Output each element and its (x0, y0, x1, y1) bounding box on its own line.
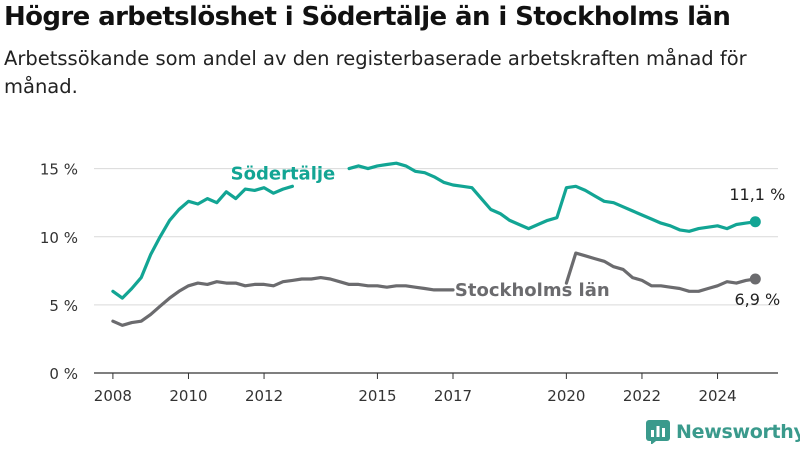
x-tick-label: 2015 (358, 387, 396, 405)
series-line-stockholms-l-n (564, 251, 757, 293)
x-tick-label: 2012 (245, 387, 283, 405)
x-tick-label: 2008 (94, 387, 132, 405)
x-tick-label: 2024 (698, 387, 736, 405)
y-tick-label: 0 % (49, 365, 78, 383)
end-value-label: 6,9 % (734, 290, 780, 309)
series-endpoint-stockholms-l-n (749, 273, 761, 285)
brand-name: Newsworthy (676, 421, 800, 443)
series-line-s-dert-lje (347, 161, 757, 233)
series-line-s-dert-lje (111, 184, 294, 300)
x-tick-label: 2010 (169, 387, 207, 405)
newsworthy-brand: Newsworthy (646, 420, 800, 444)
x-tick-label: 2017 (434, 387, 472, 405)
series-name-label: Södertälje (231, 164, 336, 185)
newsworthy-logo-icon (646, 420, 670, 444)
x-tick-label: 2022 (623, 387, 661, 405)
end-value-label: 11,1 % (729, 185, 785, 204)
y-tick-label: 5 % (49, 297, 78, 315)
y-tick-label: 15 % (40, 161, 78, 179)
chart-subtitle: Arbetssökande som andel av den registerb… (4, 47, 747, 98)
series-lines (111, 161, 761, 327)
axes: 0 % 5 % 10 % 15 % 2008 2010 2012 2015 2017 2020 20… (40, 161, 737, 405)
x-tick-label: 2020 (547, 387, 585, 405)
series-name-label: Stockholms län (455, 280, 610, 301)
series-endpoint-s-dert-lje (749, 216, 761, 228)
series-labels: 11,1 % Södertälje 6,9 % Stockholms län (231, 164, 786, 309)
series-line-stockholms-l-n (111, 276, 455, 327)
y-tick-label: 10 % (40, 229, 78, 247)
chart-title: Högre arbetslöshet i Södertälje än i Sto… (4, 2, 731, 32)
grid-lines (94, 168, 778, 374)
